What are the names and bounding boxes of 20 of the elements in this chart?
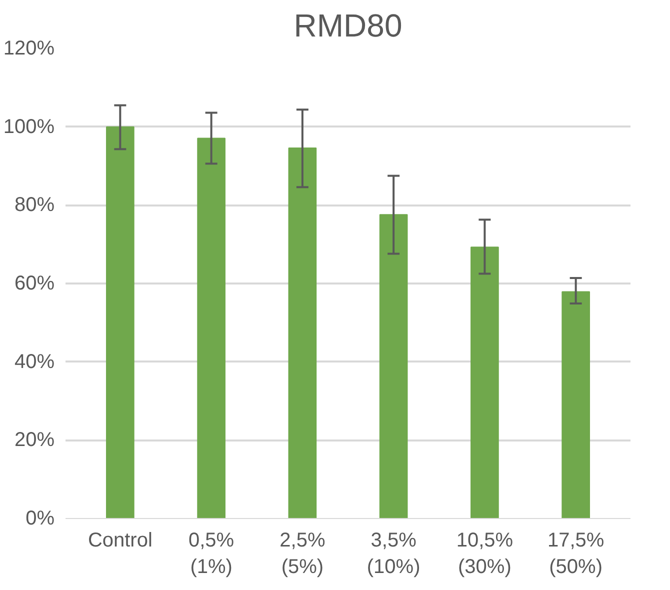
y-tick-label: 0% — [26, 508, 55, 530]
x-tick-label: 10,5% (30%) — [456, 530, 514, 578]
x-tick-label: Control — [88, 530, 152, 552]
chart-title: RMD80 — [294, 8, 402, 44]
y-tick-label: 120% — [3, 38, 55, 60]
y-tick-label: 60% — [14, 272, 55, 294]
x-tick-label: 0,5% (1%) — [188, 530, 234, 578]
y-tick-label: 80% — [14, 194, 55, 216]
bar — [106, 126, 134, 518]
y-tick-label: 100% — [3, 116, 55, 138]
bar — [197, 138, 226, 518]
x-tick-label: 2,5% (5%) — [280, 530, 326, 578]
bar — [379, 214, 408, 518]
y-tick-label: 20% — [14, 429, 55, 452]
bar — [288, 147, 317, 518]
bar — [562, 291, 590, 518]
y-tick-label: 40% — [14, 350, 55, 373]
x-tick-label: 17,5% (50%) — [547, 530, 604, 578]
bar — [470, 246, 499, 518]
x-tick-label: 3,5% (10%) — [366, 530, 420, 578]
